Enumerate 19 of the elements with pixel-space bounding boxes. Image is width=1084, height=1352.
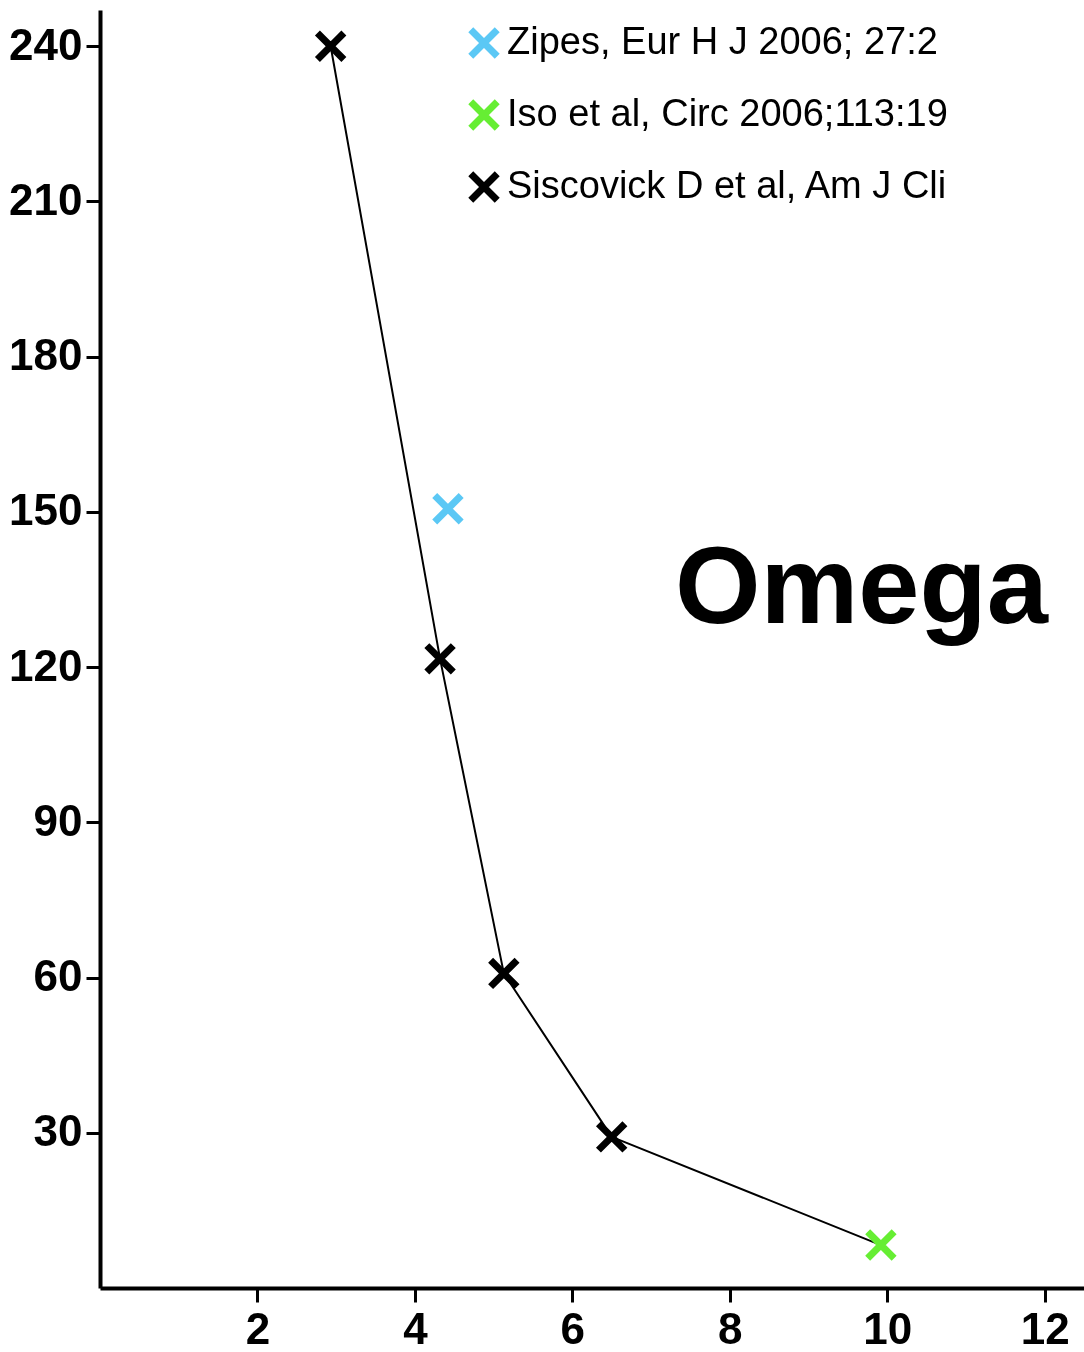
x-tick-label: 6 <box>560 1303 586 1352</box>
legend-label: Iso et al, Circ 2006;113:19 <box>507 92 948 134</box>
y-tick-label: 120 <box>9 640 83 690</box>
y-tick-label: 180 <box>9 330 83 380</box>
legend-label: Zipes, Eur H J 2006; 27:2 <box>507 20 938 62</box>
x-tick-label: 12 <box>1020 1303 1070 1352</box>
legend-label: Siscovick D et al, Am J Cli <box>507 164 947 206</box>
x-tick-label: 8 <box>718 1303 743 1352</box>
point <box>431 492 465 526</box>
y-tick-label: 150 <box>9 485 83 535</box>
x-tick-label: 4 <box>403 1303 429 1352</box>
y-tick-label: 90 <box>33 795 83 845</box>
x-tick-label: 2 <box>245 1303 271 1352</box>
y-tick-label: 30 <box>33 1106 83 1156</box>
x-tick-label: 10 <box>863 1303 913 1352</box>
y-tick-label: 240 <box>9 19 83 69</box>
y-tick-label: 60 <box>33 951 83 1001</box>
y-tick-label: 210 <box>9 174 83 224</box>
annotation: Omega <box>675 523 1049 646</box>
